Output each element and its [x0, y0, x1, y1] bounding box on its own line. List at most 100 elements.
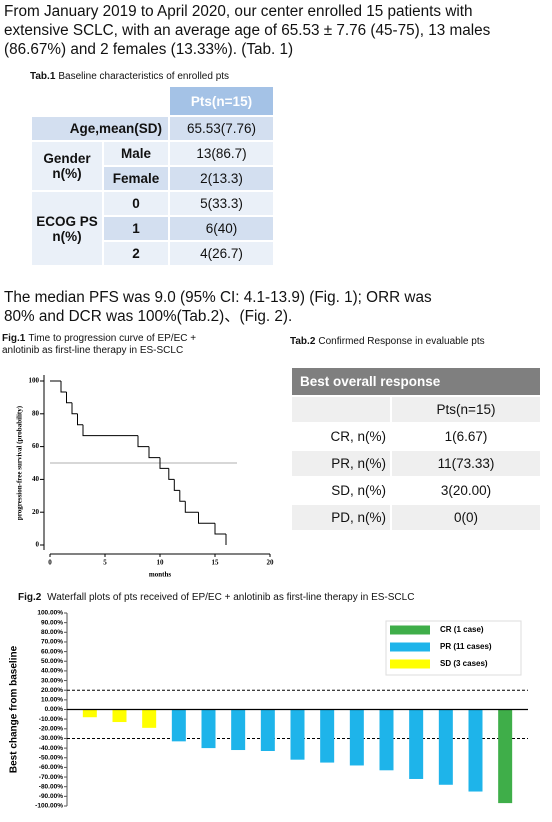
survival-step	[71, 402, 78, 415]
fig1-caption: Fig.1 Time to progression curve of EP/EC …	[2, 333, 196, 357]
row-label: 2	[102, 240, 170, 267]
caption-label: Tab.1	[30, 71, 56, 82]
caption-label: Fig.1	[2, 333, 26, 344]
y-tick-label: -100.00%	[35, 803, 63, 810]
fig2-caption: Fig.2 Waterfall plots of pts received of…	[18, 592, 414, 604]
intro-paragraph: From January 2019 to April 2020, our cen…	[4, 2, 490, 59]
data-row: CR, n(%) 1(6.67)	[290, 422, 542, 451]
row-label: PD, n(%)	[290, 503, 392, 532]
y-tick-label: -40.00%	[39, 745, 63, 752]
x-tick-label: 5	[103, 559, 107, 567]
header-cell: Pts(n=15)	[390, 395, 542, 424]
cell-value: 3(20.00)	[390, 476, 542, 505]
data-row: Female 2(13.3)	[31, 165, 275, 192]
legend-label: PR (11 cases)	[440, 642, 492, 651]
bar	[320, 709, 335, 763]
survival-step	[159, 457, 169, 469]
cell-value: 5(33.3)	[168, 190, 275, 217]
text-line: From January 2019 to April 2020, our cen…	[4, 3, 473, 20]
row-label: SD, n(%)	[290, 476, 392, 505]
cell-value: 0(0)	[390, 503, 542, 532]
cell-value: 4(26.7)	[168, 240, 275, 267]
title-cell: Best overall response	[290, 366, 542, 397]
row-label: 0	[102, 190, 170, 217]
cell-value: 2(13.3)	[168, 165, 275, 192]
caption-text: Confirmed Response in evaluable pts	[318, 336, 485, 347]
empty-cell	[30, 85, 170, 117]
survival-step	[66, 391, 72, 404]
legend-label: CR (1 case)	[440, 625, 484, 634]
bar	[82, 709, 97, 718]
data-row: PD, n(%) 0(0)	[290, 503, 542, 532]
table1: Pts(n=15) Age,mean(SD) 65.53(7.76) Gender n(…	[30, 85, 275, 267]
header-row: Pts(n=15)	[30, 85, 275, 117]
x-tick-label: 20	[267, 559, 275, 567]
legend-swatch	[390, 642, 430, 652]
row-label: Male	[102, 140, 170, 167]
legend-swatch	[390, 659, 430, 669]
y-tick-label: 60	[32, 442, 40, 450]
text-line: The median PFS was 9.0 (95% CI: 4.1-13.9…	[4, 289, 432, 306]
data-row: Gender n(%) Male 13(86.7)	[30, 140, 275, 192]
cell-value: 65.53(7.76)	[168, 115, 275, 142]
bar	[231, 709, 246, 751]
data-row: SD, n(%) 3(20.00)	[290, 476, 542, 505]
bar	[349, 709, 364, 766]
age-row: Age,mean(SD) 65.53(7.76)	[30, 115, 275, 142]
y-tick-label: -10.00%	[39, 716, 63, 723]
y-tick-label: 70.00%	[41, 639, 63, 646]
y-tick-label: 100	[29, 377, 40, 385]
caption-line: anlotinib as first-line therapy in ES-SC…	[2, 345, 196, 357]
data-row: ECOG PS n(%) 0 5(33.3)	[30, 190, 275, 267]
y-tick-label: 20.00%	[41, 687, 63, 694]
survival-step	[82, 424, 138, 437]
survival-step	[60, 381, 67, 393]
y-tick-label: 10.00%	[41, 697, 63, 704]
cell-value: 13(86.7)	[168, 140, 275, 167]
bar	[468, 709, 483, 792]
results-paragraph: The median PFS was 9.0 (95% CI: 4.1-13.9…	[4, 288, 432, 326]
y-tick-label: 30.00%	[41, 677, 63, 684]
y-tick-label: 80.00%	[41, 629, 63, 636]
group-label-line: ECOG PS	[36, 213, 98, 229]
empty-cell	[290, 395, 392, 424]
legend-label: SD (3 cases)	[440, 659, 488, 668]
y-tick-label: 40.00%	[41, 668, 63, 675]
y-tick-label: -90.00%	[39, 793, 63, 800]
survival-step	[214, 523, 226, 535]
group-label: ECOG PS n(%)	[30, 190, 104, 267]
y-tick-label: 80	[32, 409, 40, 417]
bar	[379, 709, 394, 771]
caption-label: Tab.2	[290, 336, 316, 347]
y-tick-label: -20.00%	[39, 726, 63, 733]
caption-text: Waterfall plots of pts received of EP/EC…	[47, 592, 415, 603]
text-line: (86.67%) and 2 females (13.33%). (Tab. 1…	[4, 41, 294, 58]
row-label: Age,mean(SD)	[30, 115, 170, 142]
survival-step	[148, 446, 160, 459]
survival-step	[198, 512, 215, 524]
y-axis-label: Best change from baseline	[9, 645, 20, 773]
y-tick-label: 40	[32, 475, 40, 483]
table2-caption: Tab.2 Confirmed Response in evaluable pts	[290, 336, 485, 348]
survival-step	[173, 479, 180, 491]
caption-text: Baseline characteristics of enrolled pts	[58, 71, 230, 82]
y-tick-label: -70.00%	[39, 774, 63, 781]
data-row: 2 4(26.7)	[31, 240, 275, 267]
bar	[142, 709, 157, 728]
caption-label: Fig.2	[18, 592, 42, 603]
y-tick-label: 50.00%	[41, 658, 63, 665]
survival-step	[184, 501, 199, 513]
y-tick-label: 20	[32, 508, 40, 516]
header-cell: Pts(n=15)	[168, 85, 275, 117]
legend-swatch	[390, 625, 430, 635]
caption-line: Fig.1 Time to progression curve of EP/EC …	[2, 333, 196, 345]
bar	[290, 709, 305, 760]
x-tick-label: 15	[212, 559, 220, 567]
data-row: 1 6(40)	[31, 215, 275, 242]
data-row: PR, n(%) 11(73.33)	[290, 449, 542, 478]
text-line: extensive SCLC, with an average age of 6…	[4, 22, 491, 39]
bar	[260, 709, 275, 751]
x-tick-label: 10	[157, 559, 165, 567]
survival-step	[77, 413, 83, 426]
